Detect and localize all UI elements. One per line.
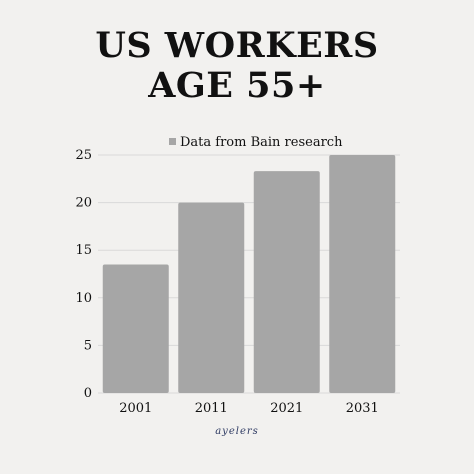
bar-2001 <box>102 264 169 393</box>
x-tick-label: 2011 <box>195 401 228 416</box>
bar-2021 <box>253 171 320 393</box>
y-tick-label: 20 <box>75 196 92 211</box>
legend-swatch <box>169 138 176 145</box>
chart-title-line-1: US WORKERS <box>95 25 379 66</box>
y-tick-label: 15 <box>75 243 92 258</box>
bar-2011 <box>178 202 245 393</box>
brand-logo-text: ayelers <box>215 426 259 437</box>
legend-label: Data from Bain research <box>180 135 343 150</box>
y-tick-label: 0 <box>84 386 92 401</box>
x-tick-label: 2001 <box>119 401 152 416</box>
bar-2031 <box>329 155 396 393</box>
y-axis-ticks: 0 5 10 15 20 25 <box>75 148 92 401</box>
bars <box>102 155 396 393</box>
y-tick-label: 5 <box>84 338 92 353</box>
x-axis-ticks: 2001 2011 2021 2031 <box>119 401 379 416</box>
y-tick-label: 10 <box>75 291 92 306</box>
chart-title-line-2: AGE 55+ <box>148 65 326 106</box>
legend: Data from Bain research <box>169 135 343 150</box>
x-tick-label: 2021 <box>270 401 303 416</box>
y-tick-label: 25 <box>75 148 92 163</box>
x-tick-label: 2031 <box>346 401 379 416</box>
